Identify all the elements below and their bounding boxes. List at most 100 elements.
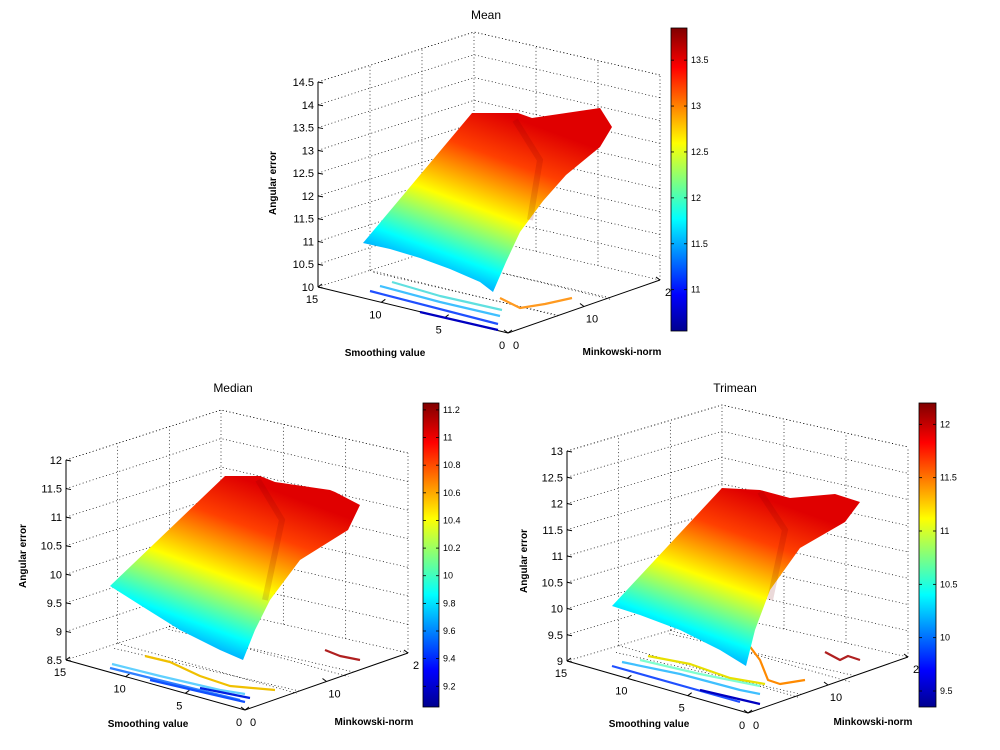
x-tick-label: 0 [753, 720, 759, 732]
y-tick [381, 298, 386, 303]
z-tick-label: 14 [302, 100, 314, 112]
contour-line [639, 658, 761, 688]
colorbar-tick-label: 12 [940, 419, 950, 429]
z-tick [317, 81, 324, 84]
z-tick-label: 9.5 [548, 630, 563, 642]
x-tick-label: 2 [913, 664, 919, 676]
y-tick-label: 5 [679, 703, 685, 715]
colorbar-tick-label: 11 [940, 526, 949, 536]
grid-floor [372, 271, 559, 316]
x-tick [503, 329, 509, 334]
contour-line [379, 284, 501, 318]
colorbar-tick-label: 11 [691, 285, 700, 295]
z-tick [65, 659, 72, 662]
grid-top-edge [65, 409, 409, 461]
y-axis-label: Smoothing value [609, 719, 690, 730]
colorbar-tick-label: 9.6 [443, 626, 456, 636]
contour-line [699, 688, 761, 706]
y-axis-label: Smoothing value [108, 719, 189, 730]
z-tick [566, 555, 573, 558]
x-tick-label: 2 [665, 287, 671, 299]
grid-floor [423, 254, 610, 299]
contour-line [109, 666, 241, 702]
colorbar-tick-label: 10.2 [443, 543, 461, 553]
z-tick [317, 195, 324, 198]
colorbar-tick-label: 11.5 [691, 239, 708, 249]
z-tick [317, 263, 324, 266]
colorbar-tick-label: 9.5 [940, 686, 953, 696]
y-tick [244, 706, 250, 711]
x-axis-label: Minkowski-norm [834, 717, 913, 728]
z-tick [65, 630, 72, 633]
y-tick [687, 692, 692, 697]
colorbar-tick-label: 10.5 [940, 579, 958, 589]
grid-z-line [65, 523, 409, 575]
colorbar: 9.2 9.4 9.6 9.8 10 10.2 10.4 10.6 10.8 11 11.2 [422, 402, 461, 708]
grid-top-edge [566, 404, 909, 452]
z-tick [65, 488, 72, 491]
z-tick-label: 10 [551, 604, 563, 616]
contour-line [824, 651, 861, 662]
grid-top-edge [317, 31, 661, 83]
z-tick [317, 240, 324, 243]
x-tick-label: 2 [413, 660, 419, 672]
z-tick [317, 149, 324, 152]
z-tick-label: 13.5 [293, 123, 314, 135]
grid-floor [668, 633, 855, 677]
y-tick [65, 656, 71, 661]
floor-contours [369, 280, 573, 332]
x-tick [655, 276, 661, 281]
floor-contours [611, 639, 861, 706]
colorbar: 11 11.5 12 12.5 13 13.5 [670, 27, 709, 332]
contour-line [621, 660, 761, 696]
y-axis-label: Smoothing value [345, 348, 426, 359]
surface-ridge [757, 490, 789, 601]
z-axis-label: Angular error [268, 151, 279, 215]
z-tick-label: 11 [303, 236, 314, 248]
y-tick-label: 10 [615, 685, 627, 697]
colorbar-tick-label: 12 [691, 193, 701, 203]
z-tick-label: 13 [302, 145, 314, 157]
z-tick [566, 608, 573, 610]
z-tick-label: 11.5 [41, 484, 62, 496]
y-tick [566, 657, 572, 662]
chart-axes: 9 9.5 10 10.5 11 11.5 12 12.5 13 0 5 10 15 0 10 2 [542, 446, 919, 732]
y-tick [627, 674, 632, 679]
colorbar: 9.5 10 10.5 11 11.5 12 [918, 402, 958, 708]
z-tick [317, 104, 324, 107]
y-tick-label: 15 [54, 667, 66, 679]
contour-line [647, 654, 766, 686]
colorbar-tick-label: 10.6 [443, 488, 461, 498]
colorbar-gradient [918, 402, 937, 708]
colorbar-gradient [422, 402, 440, 708]
z-tick-label: 12.5 [542, 472, 563, 484]
chart-panel-trimean: 9 9.5 10 10.5 11 11.5 12 12.5 13 0 5 10 15 0 10 2 Trimea… [519, 381, 958, 732]
z-tick-label: 11 [51, 512, 62, 524]
x-tick-label: 10 [328, 689, 340, 701]
contour-line [369, 289, 499, 326]
x-tick [903, 653, 909, 658]
z-tick-label: 14.5 [293, 77, 314, 89]
grid-z-line [317, 31, 661, 83]
z-tick-label: 8.5 [47, 655, 62, 667]
z-tick [65, 602, 72, 605]
z-tick [566, 581, 573, 584]
colorbar-tick-label: 13.5 [691, 55, 709, 65]
y-tick-label: 0 [499, 340, 505, 352]
chart-title: Median [213, 381, 252, 395]
x-tick [823, 681, 829, 686]
z-tick-label: 12 [551, 499, 563, 511]
z-tick-label: 9 [557, 656, 563, 668]
z-tick-label: 9.5 [47, 598, 62, 610]
grid-z-line [65, 552, 409, 604]
contour-line [744, 639, 806, 686]
grid-floor [369, 269, 561, 317]
colorbar-tick-label: 11 [443, 433, 452, 443]
grid-z-line [65, 466, 409, 518]
z-tick-label: 12 [302, 191, 314, 203]
y-axis-line [566, 660, 749, 714]
colorbar-tick-label: 10.4 [443, 515, 461, 525]
z-tick-label: 9 [56, 626, 62, 638]
